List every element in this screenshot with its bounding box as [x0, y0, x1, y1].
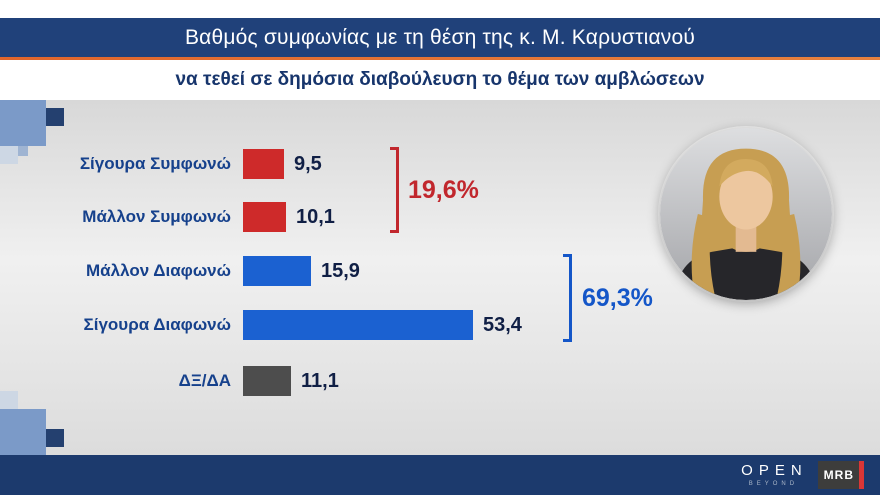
bar-disagree-strong: [243, 310, 473, 340]
chart-row: Σίγουρα Συμφωνώ 9,5: [0, 149, 880, 179]
agree-group-bracket: [390, 147, 399, 233]
chart-row: Μάλλον Διαφωνώ 15,9: [0, 256, 880, 286]
bar-agree-somewhat: [243, 202, 286, 232]
value-label: 53,4: [483, 313, 522, 336]
corner-decoration: [18, 146, 28, 156]
corner-decoration: [0, 146, 18, 164]
category-label: Σίγουρα Διαφωνώ: [83, 315, 231, 334]
bar-disagree-somewhat: [243, 256, 311, 286]
corner-decoration: [0, 391, 18, 409]
bar-agree-strong: [243, 149, 284, 179]
chart-row: Μάλλον Συμφωνώ 10,1: [0, 202, 880, 232]
open-tagline: BEYOND: [748, 481, 799, 487]
disagree-total-label: 69,3%: [582, 284, 653, 312]
value-label: 9,5: [294, 152, 322, 175]
corner-decoration: [0, 100, 46, 146]
value-label: 10,1: [296, 205, 335, 228]
disagree-group-bracket: [563, 254, 572, 342]
category-label: Μάλλον Διαφωνώ: [86, 261, 231, 280]
agree-total-label: 19,6%: [408, 176, 479, 204]
bar-dont-know: [243, 366, 291, 396]
page-title: Βαθμός συμφωνίας με τη θέση της κ. Μ. Κα…: [184, 25, 696, 49]
open-tv-logo: OPEN BEYOND: [741, 463, 802, 487]
value-label: 15,9: [321, 259, 360, 282]
category-label: Σίγουρα Συμφωνώ: [79, 154, 231, 173]
mrb-logo-text: MRB: [823, 468, 854, 482]
mrb-logo: MRB: [817, 461, 864, 489]
title-bar: Βαθμός συμφωνίας με τη θέση της κ. Μ. Κα…: [0, 18, 880, 57]
subtitle-bar: να τεθεί σε δημόσια διαβούλευση το θέμα …: [0, 60, 880, 100]
open-logo-text: OPEN: [741, 462, 808, 479]
corner-decoration: [0, 409, 46, 455]
chart-row: ΔΞ/ΔΑ 11,1: [0, 366, 880, 396]
corner-decoration: [46, 108, 64, 126]
chart-row: Σίγουρα Διαφωνώ 53,4: [0, 310, 880, 340]
chart-subtitle: να τεθεί σε δημόσια διαβούλευση το θέμα …: [175, 69, 705, 90]
value-label: 11,1: [301, 369, 339, 392]
category-label: ΔΞ/ΔΑ: [178, 371, 231, 390]
footer-bar: OPEN BEYOND MRB: [0, 455, 880, 495]
accent-line: [0, 57, 880, 60]
mrb-red-stripe: [859, 461, 864, 489]
category-label: Μάλλον Συμφωνώ: [82, 207, 231, 226]
corner-decoration: [46, 429, 64, 447]
portrait-photo: [660, 128, 832, 300]
person-silhouette-icon: [660, 128, 832, 300]
